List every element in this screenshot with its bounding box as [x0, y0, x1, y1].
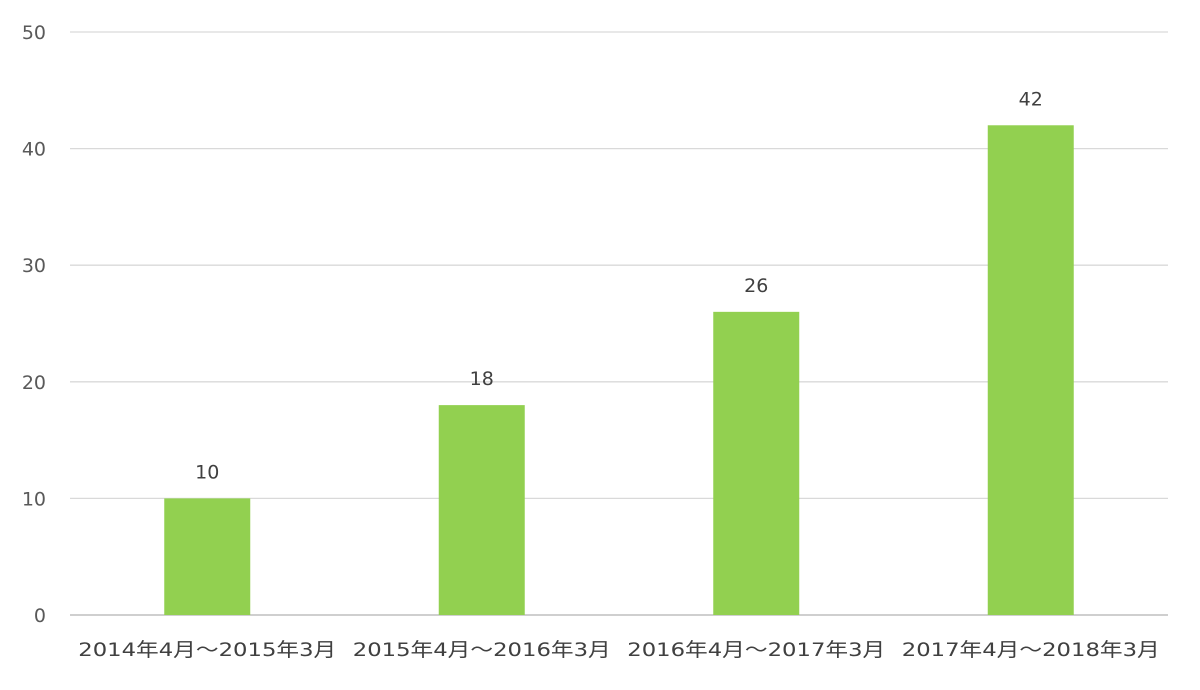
bar — [438, 405, 525, 615]
y-tick-label: 0 — [34, 605, 46, 627]
bar — [164, 498, 251, 615]
y-axis-ticks: 0 10 20 30 40 50 — [22, 22, 46, 627]
y-tick-label: 10 — [22, 488, 46, 510]
data-label: 10 — [195, 461, 219, 483]
data-label: 26 — [744, 275, 768, 297]
data-label: 42 — [1019, 88, 1043, 110]
bar — [987, 125, 1074, 615]
x-tick-label: 2014年4月～2015年3月 — [78, 639, 336, 661]
gridlines — [70, 31, 1168, 616]
x-axis-ticks: 2014年4月～2015年3月 2015年4月～2016年3月 2016年4月～20… — [78, 639, 1160, 661]
y-tick-label: 30 — [22, 255, 46, 277]
x-tick-label: 2015年4月～2016年3月 — [353, 639, 611, 661]
y-tick-label: 20 — [22, 372, 46, 394]
y-tick-label: 50 — [22, 22, 46, 44]
bars — [164, 125, 1074, 615]
x-tick-label: 2017年4月～2018年3月 — [902, 639, 1160, 661]
data-label: 18 — [470, 368, 494, 390]
x-tick-label: 2016年4月～2017年3月 — [627, 639, 885, 661]
data-labels: 10 18 26 42 — [195, 88, 1043, 483]
y-tick-label: 40 — [22, 139, 46, 161]
bar — [713, 311, 800, 615]
